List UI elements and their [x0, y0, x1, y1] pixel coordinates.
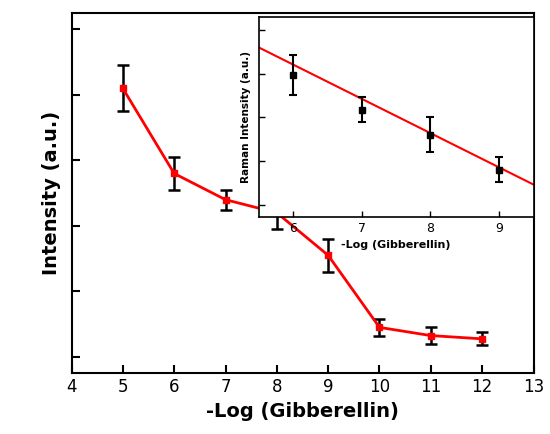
Y-axis label: Intensity (a.u.): Intensity (a.u.)	[42, 111, 61, 275]
X-axis label: -Log (Gibberellin): -Log (Gibberellin)	[341, 240, 451, 250]
Y-axis label: Raman Intensity (a.u.): Raman Intensity (a.u.)	[241, 51, 251, 183]
X-axis label: -Log (Gibberellin): -Log (Gibberellin)	[206, 401, 399, 421]
